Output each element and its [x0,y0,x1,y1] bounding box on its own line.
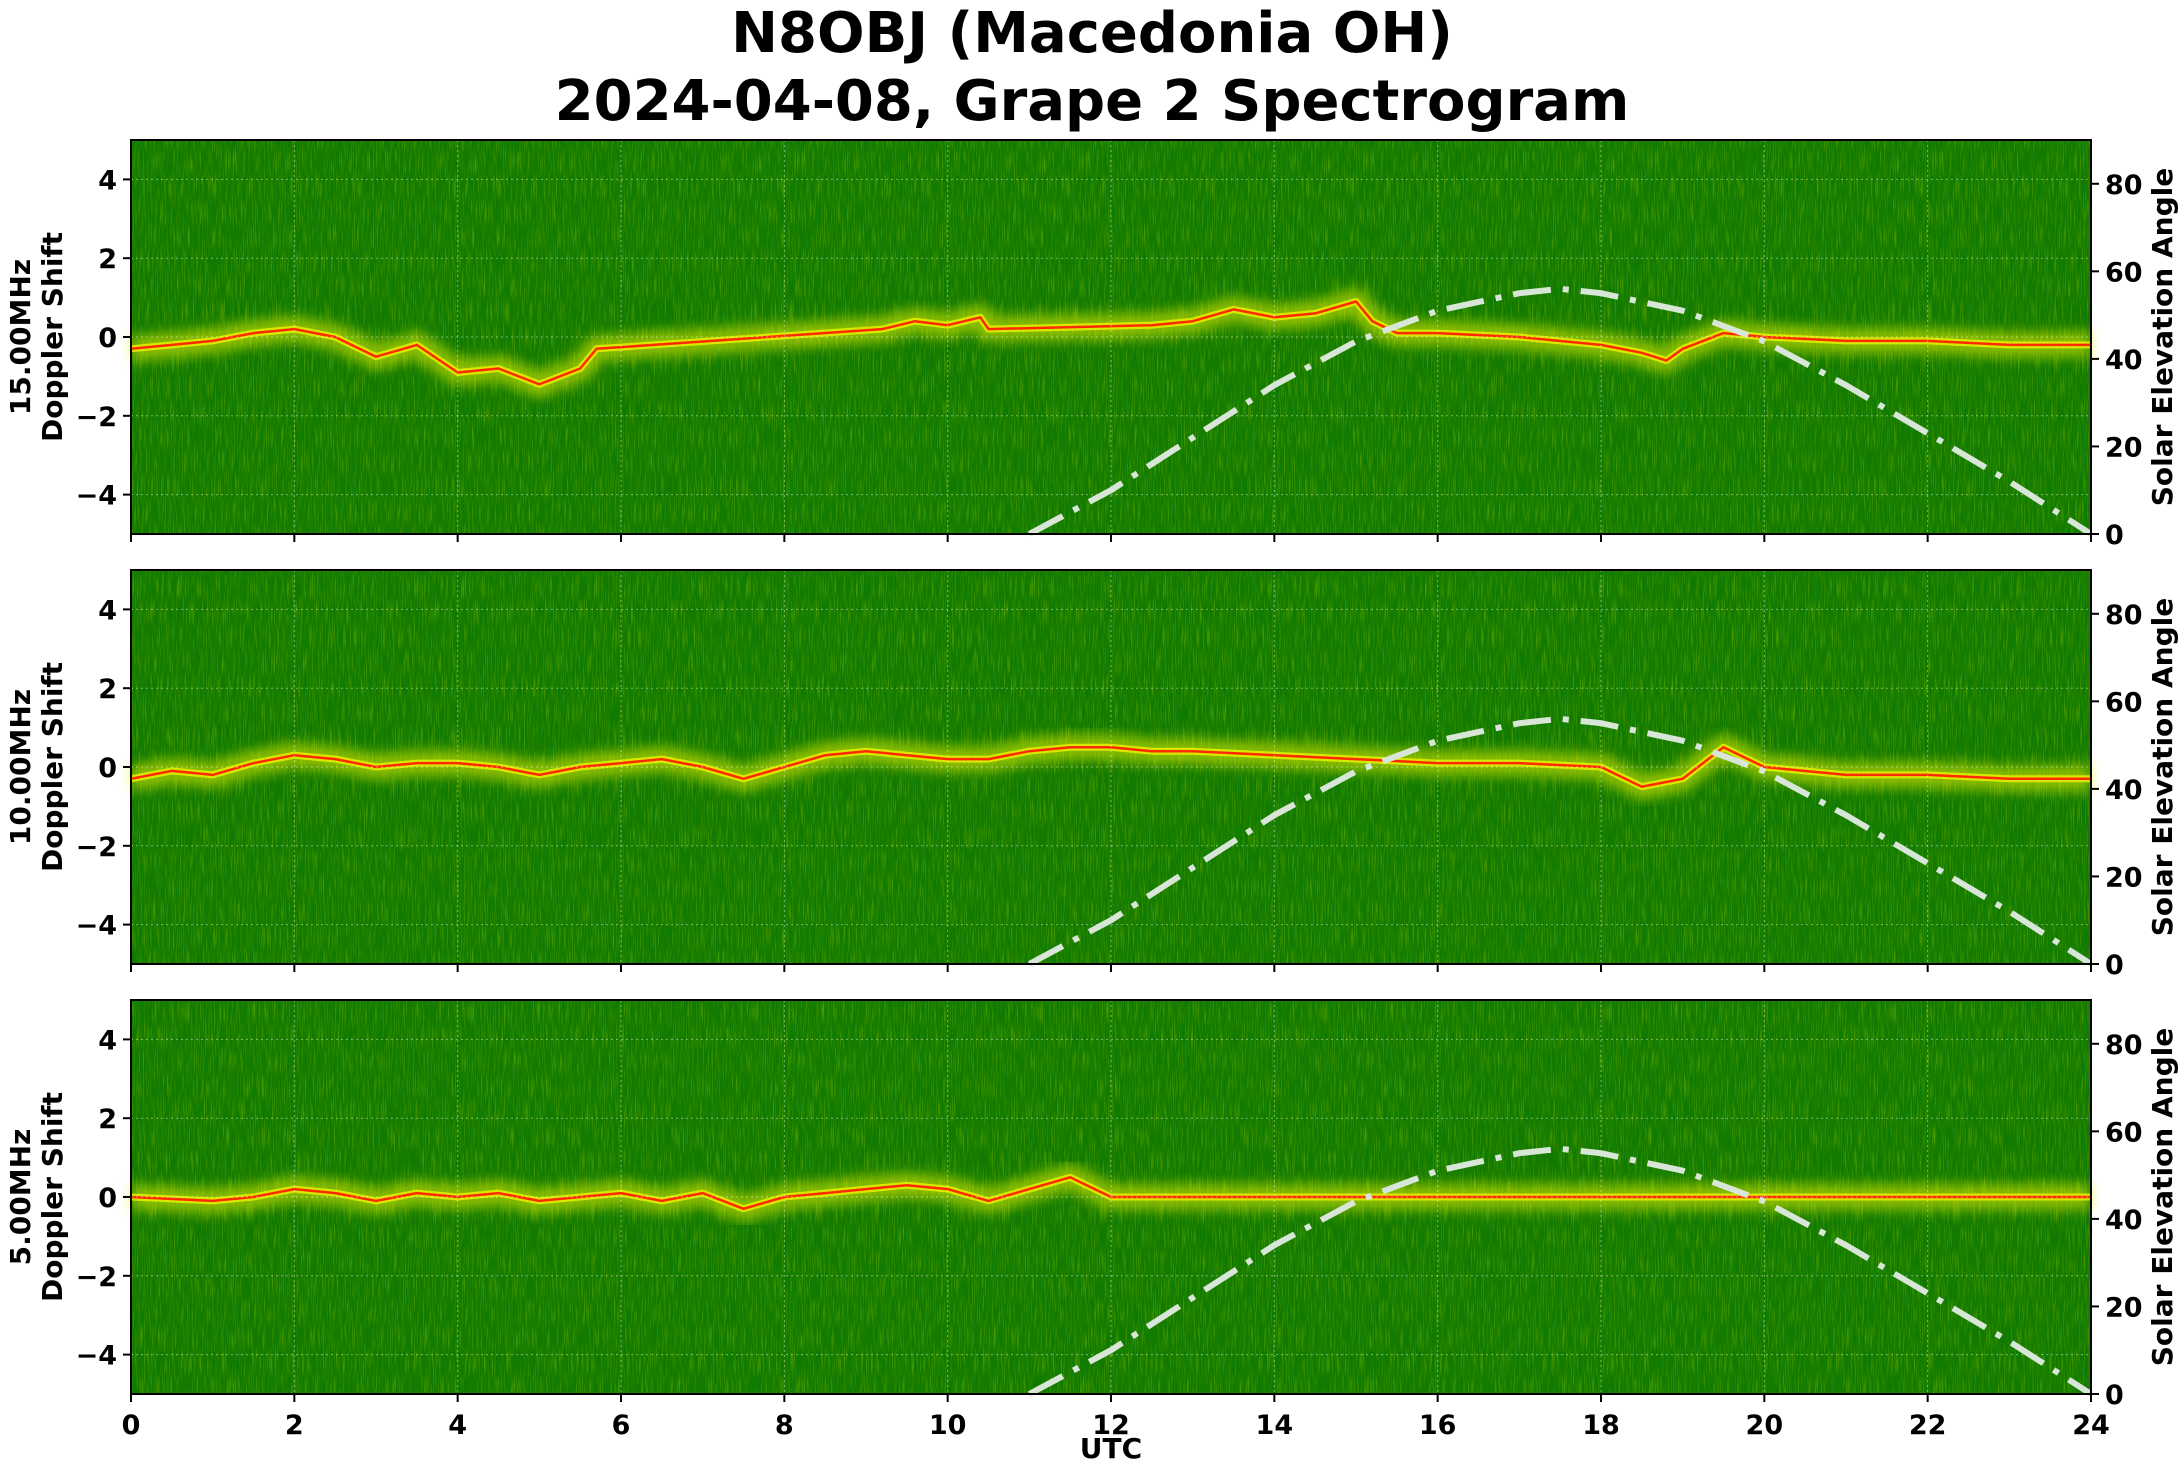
y2-axis-label: Solar Elevation Angle [2146,598,2179,936]
y2-axis-label: Solar Elevation Angle [2146,1028,2179,1366]
y2-tick-label: 40 [2105,1205,2143,1236]
y2-tick-label: 60 [2105,687,2143,718]
y-tick-label: −4 [76,911,117,942]
y2-tick-label: 40 [2105,345,2143,376]
doppler-trace-line [130,746,2091,788]
chart-title-line1: N8OBJ (Macedonia OH) [731,1,1453,66]
y2-tick-label: 60 [2105,1117,2143,1148]
y-axis-label-frequency: 10.00MHz [4,689,37,845]
x-tick-label: 22 [1909,1410,1947,1441]
solar-elevation-line [1027,715,2093,967]
x-tick-label: 14 [1256,1410,1294,1441]
y-tick-label: 4 [98,1025,117,1056]
y-tick-label: −4 [76,481,117,512]
solar-elevation-line [1027,1145,2093,1397]
y2-tick-label: 0 [2105,1380,2124,1411]
y2-tick-label: 20 [2105,1292,2143,1323]
y2-tick-label: 60 [2105,257,2143,288]
x-tick-label: 4 [448,1410,467,1441]
y-tick-label: −4 [76,1341,117,1372]
y-tick-label: 2 [98,1104,117,1135]
y-tick-label: −2 [76,402,117,433]
x-tick-label: 20 [1746,1410,1784,1441]
doppler-trace-line [130,300,2091,386]
y-tick-label: −2 [76,1262,117,1293]
x-tick-label: 8 [775,1410,794,1441]
x-tick-label: 6 [612,1410,631,1441]
y-tick-label: −2 [76,832,117,863]
x-axis-label: UTC [1080,1432,1142,1465]
y-axis-label-frequency: 5.00MHz [4,1129,37,1266]
x-tick-label: 2 [285,1410,304,1441]
chart-title-line2: 2024-04-08, Grape 2 Spectrogram [555,69,1630,134]
y2-tick-label: 0 [2105,520,2124,551]
y-tick-label: 0 [98,323,117,354]
y-axis-label-doppler: Doppler Shift [36,232,69,442]
solar-elevation-line [1027,285,2093,537]
y2-axis-label: Solar Elevation Angle [2146,168,2179,506]
y2-tick-label: 80 [2105,600,2143,631]
y-tick-label: 0 [98,1183,117,1214]
y-tick-label: 2 [98,244,117,275]
x-tick-label: 10 [929,1410,967,1441]
x-tick-label: 24 [2072,1410,2110,1441]
y2-tick-label: 40 [2105,775,2143,806]
y-tick-label: 4 [98,165,117,196]
x-tick-label: 18 [1582,1410,1620,1441]
y-tick-label: 0 [98,753,117,784]
y-axis-label-doppler: Doppler Shift [36,1092,69,1302]
y2-tick-label: 20 [2105,862,2143,893]
y2-tick-label: 80 [2105,170,2143,201]
y-axis-label-frequency: 15.00MHz [4,259,37,415]
y-axis-label-doppler: Doppler Shift [36,662,69,872]
y2-tick-label: 0 [2105,950,2124,981]
x-tick-label: 0 [122,1410,141,1441]
y-tick-label: 4 [98,595,117,626]
y2-tick-label: 80 [2105,1030,2143,1061]
y-tick-label: 2 [98,674,117,705]
x-tick-label: 16 [1419,1410,1457,1441]
y2-tick-label: 20 [2105,432,2143,463]
doppler-trace-line [130,1176,2091,1211]
x-tick-label: 12 [1092,1410,1130,1441]
